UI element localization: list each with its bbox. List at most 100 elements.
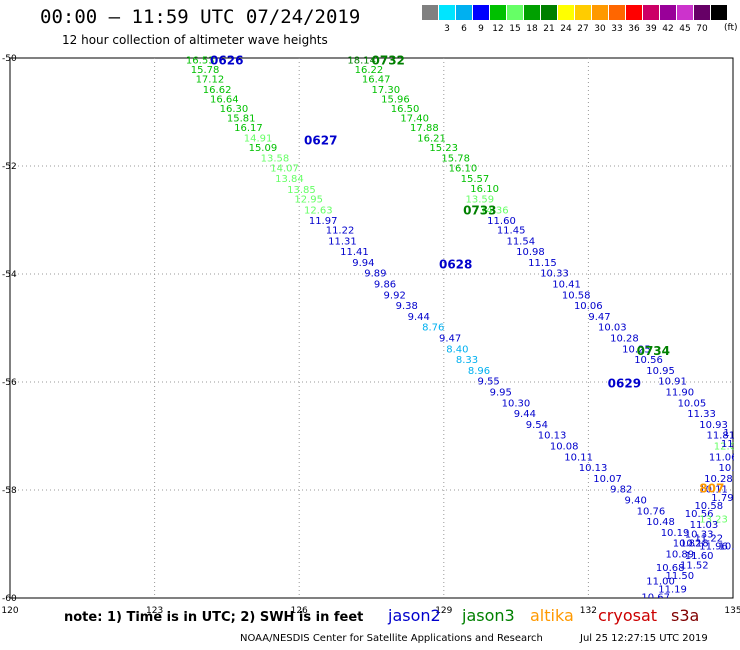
swh-value-label: 16.21: [417, 134, 446, 145]
legend-item-s3a: s3a: [671, 606, 700, 625]
swh-value-label: 10.82: [673, 539, 702, 550]
color-scale-label: 36: [628, 24, 640, 34]
swh-value-label: 10.58: [562, 290, 591, 301]
color-scale-swatch: [660, 5, 676, 20]
x-tick-label: 129: [435, 606, 452, 616]
swh-value-label: 10.25: [622, 344, 651, 355]
color-scale-swatch: [592, 5, 608, 20]
data-labels: 16.5315.7817.1216.6216.6416.3015.8116.17…: [186, 53, 740, 604]
pass-time-label: 0734: [637, 344, 670, 358]
color-scale-label: 15: [509, 24, 521, 34]
x-tick-label: 132: [580, 606, 597, 616]
swh-value-label: 10.28: [704, 474, 733, 485]
y-tick-label: -60: [2, 594, 17, 604]
swh-value-label: 10.05: [678, 398, 707, 409]
swh-value-label: 8.40: [446, 344, 468, 355]
color-scale-swatch: [524, 5, 540, 20]
swh-value-label: 9.40: [625, 496, 647, 507]
swh-value-label: 10.33: [540, 269, 569, 280]
color-scale-label: 12: [492, 24, 504, 34]
swh-value-label: 10.18: [680, 539, 709, 550]
swh-value-label: 14.36: [480, 206, 509, 217]
swh-value-label: 10.99: [719, 541, 740, 552]
pass-time-label: 0627: [304, 133, 337, 147]
swh-value-label: 17.40: [400, 114, 429, 125]
color-scale-swatch: [711, 5, 727, 20]
timestamp: Jul 25 12:27:15 UTC 2019: [580, 633, 708, 644]
swh-value-label: 10.93: [699, 420, 728, 431]
swh-value-label: 11.33: [687, 409, 716, 420]
swh-value-label: 10.91: [658, 377, 687, 388]
swh-value-label: 11.96: [699, 541, 728, 552]
swh-value-label: 9.92: [384, 290, 406, 301]
swh-value-label: 11.54: [506, 236, 535, 247]
color-scale-swatch: [609, 5, 625, 20]
color-scale-swatch: [422, 5, 438, 20]
swh-value-label: 15.78: [441, 154, 470, 165]
swh-value-label: 9.44: [408, 312, 430, 323]
swh-value-label: 11.60: [685, 551, 714, 562]
x-tick-label: 123: [146, 606, 163, 616]
color-scale-label: 27: [577, 24, 589, 34]
y-tick-label: -52: [2, 162, 17, 172]
swh-value-label: 10.67: [641, 593, 670, 604]
color-scale-swatch: [677, 5, 693, 20]
swh-value-label: 11.19: [658, 585, 687, 596]
swh-value-label: 16.22: [355, 65, 384, 76]
swh-value-label: 1: [723, 428, 729, 439]
swh-value-label: 15.57: [461, 174, 490, 185]
swh-value-label: 14.07: [270, 163, 299, 174]
swh-value-label: 17.30: [372, 85, 401, 96]
color-scale-label: 33: [611, 24, 623, 34]
swh-value-label: 10.30: [502, 398, 531, 409]
y-tick-label: -58: [2, 486, 17, 496]
swh-value-label: 11.52: [680, 560, 709, 571]
swh-value-label: 10.06: [574, 301, 603, 312]
swh-value-label: 11.90: [666, 388, 695, 399]
swh-value-label: 12.95: [294, 195, 323, 206]
swh-value-label: 10.11: [564, 452, 593, 463]
swh-value-label: 16.47: [362, 74, 391, 85]
color-scale-label: 39: [645, 24, 657, 34]
swh-value-label: 11.60: [487, 216, 516, 227]
swh-value-label: 13.84: [275, 174, 304, 185]
swh-value-label: 9.86: [374, 280, 396, 291]
swh-value-label: 11.15: [528, 258, 557, 269]
legend-item-altika: altika: [530, 606, 574, 625]
footer-note: note: 1) Time is in UTC; 2) SWH is in fe…: [64, 610, 364, 625]
swh-value-label: 1.79: [711, 493, 733, 504]
color-scale-swatch: [456, 5, 472, 20]
swh-value-label: 10.2: [719, 463, 740, 474]
swh-value-label: 10.48: [646, 517, 675, 528]
swh-value-label: 10.98: [516, 247, 545, 258]
color-scale-label: 3: [444, 24, 450, 34]
swh-value-label: 16.62: [203, 85, 232, 96]
color-scale-label: 30: [594, 24, 606, 34]
color-scale-label: 42: [662, 24, 674, 34]
swh-value-label: 9.95: [490, 388, 512, 399]
swh-value-label: 10.33: [685, 530, 714, 541]
swh-value-label: 9.44: [514, 409, 536, 420]
swh-value-label: 17.12: [196, 74, 225, 85]
swh-value-label: 10.13: [538, 431, 567, 442]
swh-value-label: 11: [721, 439, 734, 450]
swh-value-label: 10.08: [550, 442, 579, 453]
swh-value-label: 10.19: [661, 528, 690, 539]
legend-item-jason2: jason2: [388, 606, 441, 625]
swh-value-label: 16.64: [210, 94, 239, 105]
y-tick-label: -50: [2, 54, 17, 64]
swh-value-label: 9.47: [439, 334, 461, 345]
plot-frame: [9, 57, 734, 599]
legend-item-cryosat: cryosat: [598, 606, 658, 625]
y-tick-label: -56: [2, 378, 17, 388]
swh-value-label: 10.76: [637, 506, 666, 517]
swh-value-label: 13.59: [465, 195, 494, 206]
color-scale-swatch: [439, 5, 455, 20]
swh-value-label: 12.05: [714, 442, 740, 453]
swh-value-label: 13.58: [261, 154, 290, 165]
swh-value-label: 8.96: [468, 366, 490, 377]
swh-value-label: 15.09: [249, 143, 278, 154]
swh-value-label: 10.03: [598, 323, 627, 334]
swh-value-label: 13.23: [699, 514, 728, 525]
chart-subtitle: 12 hour collection of altimeter wave hei…: [62, 33, 328, 47]
